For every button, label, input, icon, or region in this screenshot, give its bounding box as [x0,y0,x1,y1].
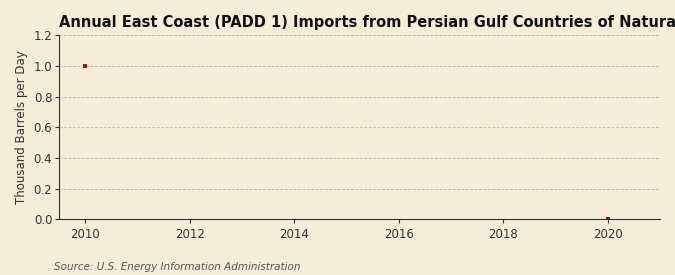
Text: Annual East Coast (PADD 1) Imports from Persian Gulf Countries of Natural Gas Li: Annual East Coast (PADD 1) Imports from … [59,15,675,30]
Text: Source: U.S. Energy Information Administration: Source: U.S. Energy Information Administ… [54,262,300,272]
Y-axis label: Thousand Barrels per Day: Thousand Barrels per Day [15,51,28,204]
